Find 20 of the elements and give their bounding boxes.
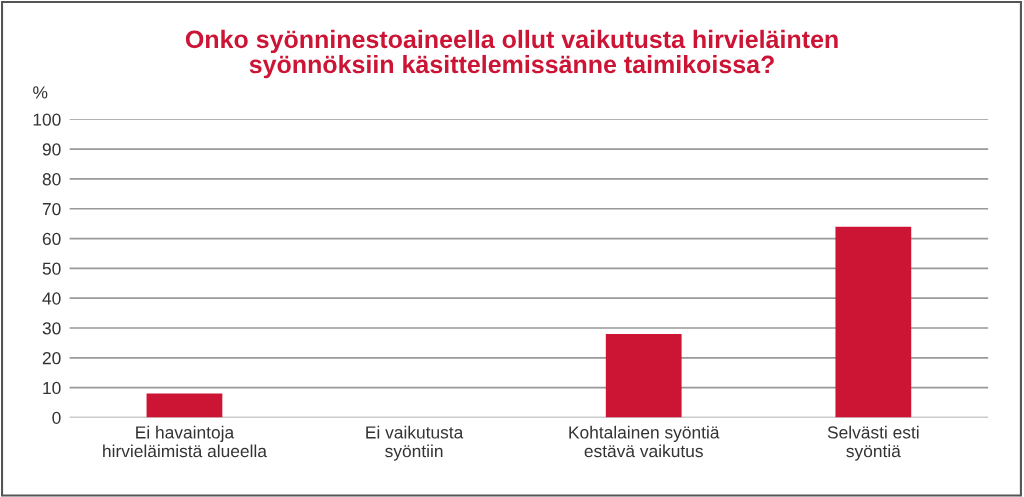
bar [605,333,682,418]
y-tick-label: 10 [43,381,61,395]
x-tick-label: Selvästi esti syöntiä [827,425,919,461]
bar [835,226,912,418]
bar [146,393,223,418]
chart-title: Onko syönninestoaineella ollut vaikutusta hirvieläinten syönnöksiin käsittelemissänne taimikoissa? [185,29,838,79]
y-tick-label: 100 [33,113,61,126]
y-tick-label: 70 [42,202,61,216]
y-tick-label: 20 [42,352,61,365]
y-tick-label: 40 [42,292,61,305]
x-tick-label: Kohtalainen syöntiä estävä vaikutus [569,425,720,458]
y-tick-label: 90 [42,143,61,156]
y-tick-label: 60 [42,232,61,246]
y-tick-label: 0 [52,411,61,424]
x-tick-label: Ei havaintoja hirvieläimistä alueella [103,425,267,458]
y-tick-label: 50 [42,262,61,275]
y-tick-label: 80 [42,173,61,186]
y-tick-label: 30 [42,322,61,335]
x-tick-label: Ei vaikutusta syöntiin [366,425,464,461]
y-axis-title: % [33,86,48,99]
